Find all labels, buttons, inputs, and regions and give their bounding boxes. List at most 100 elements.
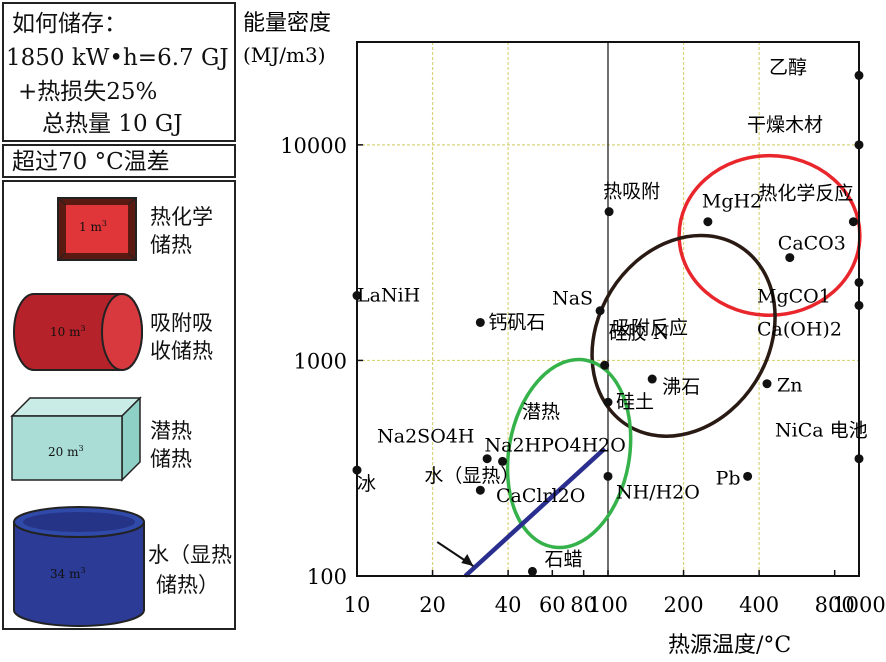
- summary-line-3: +热损失25%: [18, 79, 158, 105]
- adsorption-cylinder-icon: [13, 293, 143, 371]
- latent-volume: 20 m3: [48, 444, 84, 459]
- latent-box-icon: [10, 396, 142, 482]
- data-point-10: [475, 317, 485, 327]
- latent-label-2: 储热: [150, 447, 192, 471]
- water-tank-icon: [13, 506, 145, 627]
- adsorption-label-2: 收储热: [150, 339, 213, 363]
- x-tick-label-20: 20: [419, 593, 446, 617]
- water-label-2: 储热）: [156, 573, 219, 597]
- x-tick-label-80: 80: [570, 593, 597, 617]
- region-ellipse-2: [590, 233, 777, 438]
- data-point-11: [854, 300, 864, 310]
- data-point-7: [854, 277, 864, 287]
- summary-line-1: 如何储存：: [12, 11, 127, 37]
- x-tick-label-10: 10: [344, 593, 371, 617]
- data-point-18: [352, 465, 362, 475]
- data-point-12: [600, 360, 610, 370]
- storage-summary-box: 如何储存： 1850 kW•h=6.7 GJ +热损失25% 总热量 10 GJ: [2, 2, 236, 142]
- storage-items-box: 1 m3 热化学 储热 10 m3 吸附吸 收储热 20 m3 潜热 储热 34…: [2, 180, 236, 630]
- point-label-16: Na2HPO4H2O: [485, 434, 626, 456]
- data-point-19: [854, 454, 864, 464]
- region-label-2: 吸附反应: [612, 317, 688, 339]
- region-label-3: CaClrl2O: [496, 485, 585, 507]
- data-point-2: [854, 140, 864, 150]
- point-label-14: Zn: [777, 375, 802, 397]
- adsorption-volume: 10 m3: [50, 324, 86, 339]
- data-point-14: [762, 379, 772, 389]
- y-axis-title-line-1: 能量密度: [243, 11, 331, 36]
- water-volume: 34 m3: [50, 566, 86, 581]
- y-tick-label-100: 100: [307, 565, 347, 589]
- point-label-11: Ca(OH)2: [757, 318, 842, 340]
- thermochemical-label-1: 热化学: [150, 205, 213, 229]
- adsorption-label-1: 吸附吸: [150, 311, 213, 335]
- x-tick-label-200: 200: [664, 593, 704, 617]
- point-label-8: LaNiH: [357, 285, 420, 307]
- data-points: [352, 70, 864, 576]
- point-label-15: 硅土: [616, 391, 654, 413]
- data-point-22: [475, 485, 485, 495]
- point-label-1: 乙醇: [769, 56, 807, 78]
- thermochemical-label-2: 储热: [150, 233, 192, 257]
- data-point-15: [603, 397, 613, 407]
- temperature-note: 超过70 °C温差: [12, 149, 170, 175]
- thermochemical-volume: 1 m3: [79, 219, 107, 234]
- point-label-2: 干燥木材: [747, 114, 823, 136]
- data-point-23: [527, 566, 537, 576]
- water-line-layer: [436, 446, 607, 578]
- point-label-20: NH/H2O: [616, 481, 700, 503]
- data-point-16: [498, 456, 508, 466]
- point-label-23: 石蜡: [544, 548, 582, 570]
- summary-line-4: 总热量 10 GJ: [42, 111, 183, 137]
- x-tick-label-1000: 1000: [832, 593, 885, 617]
- point-label-5: 热化学反应: [758, 183, 853, 205]
- point-label-17: Na2SO4H: [377, 426, 474, 448]
- x-tick-label-100: 100: [588, 593, 628, 617]
- data-point-6: [785, 253, 795, 263]
- y-tick-label-10000: 10000: [280, 134, 347, 158]
- point-label-19: NiCa 电池: [775, 420, 868, 442]
- x-tick-label-60: 60: [539, 593, 566, 617]
- point-label-9: NaS: [552, 288, 593, 310]
- region-label-1: 潜热: [522, 401, 560, 423]
- point-label-21: Pb: [716, 467, 741, 489]
- data-point-5: [848, 217, 858, 227]
- grid-lines: [357, 42, 859, 576]
- point-label-22: 水（显热）: [424, 465, 519, 487]
- point-label-18: 冰: [357, 473, 376, 495]
- point-label-13: 沸石: [662, 376, 700, 398]
- data-point-1: [854, 70, 864, 80]
- data-point-3: [604, 207, 614, 217]
- storage-volume-panel: 如何储存： 1850 kW•h=6.7 GJ +热损失25% 总热量 10 GJ…: [0, 0, 238, 632]
- water-label-1: 水（显热: [148, 543, 232, 567]
- y-axis-title-line-2: (MJ/m3): [243, 43, 326, 67]
- latent-label-1: 潜热: [150, 419, 192, 443]
- point-label-7: MgCO1: [757, 285, 831, 307]
- data-point-13: [647, 374, 657, 384]
- region-ellipse-3: [505, 357, 633, 550]
- x-tick-label-400: 400: [739, 593, 779, 617]
- data-point-4: [703, 217, 713, 227]
- y-tick-label-1000: 1000: [294, 349, 347, 373]
- thermochemical-cube-icon: [57, 197, 137, 261]
- temperature-note-box: 超过70 °C温差: [2, 144, 236, 178]
- data-point-8: [352, 291, 362, 301]
- data-point-21: [743, 471, 753, 481]
- point-label-12: 硅胶 N: [609, 322, 670, 344]
- water-arrow-head: [461, 554, 474, 566]
- data-point-17: [482, 454, 492, 464]
- point-label-4: MgH2: [702, 191, 762, 213]
- water-line: [463, 446, 607, 578]
- point-label-10: 钙矾石: [488, 311, 545, 333]
- x-tick-label-40: 40: [495, 593, 522, 617]
- point-label-6: CaCO3: [778, 233, 846, 255]
- data-point-20: [603, 471, 613, 481]
- data-point-9: [595, 306, 605, 316]
- summary-line-2: 1850 kW•h=6.7 GJ: [6, 45, 229, 71]
- point-label-3: 热吸附: [603, 181, 660, 203]
- x-tick-label-800: 800: [815, 593, 855, 617]
- x-axis-title: 热源温度/°C: [668, 633, 791, 658]
